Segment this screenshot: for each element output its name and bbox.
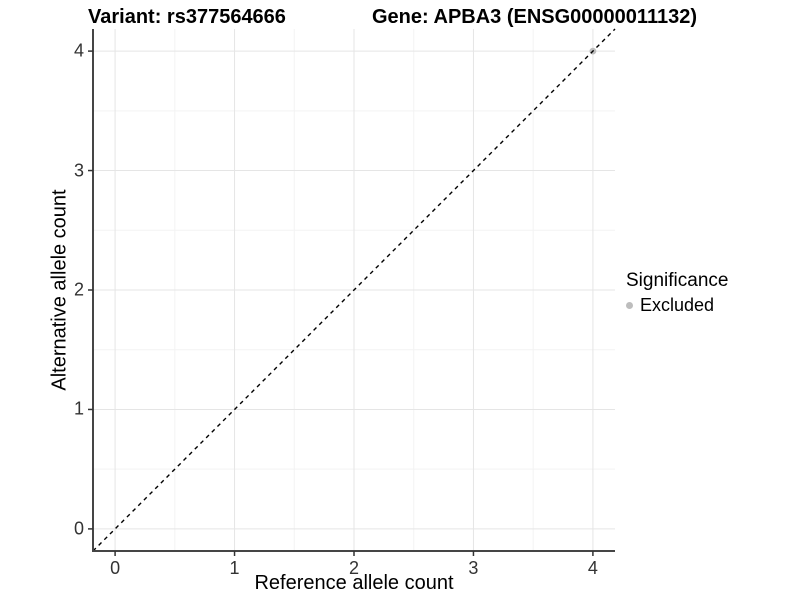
legend: Significance Excluded [626,270,728,316]
legend-title: Significance [626,270,729,291]
legend-item-label: Excluded [640,295,715,315]
x-tick-label: 0 [110,558,121,578]
identity-line [92,28,616,552]
x-tick-label: 4 [587,558,598,578]
variant-title: Variant: rs377564666 [88,6,286,28]
y-tick-label: 3 [73,160,84,181]
x-tick-label: 1 [229,558,240,578]
y-axis-title: Alternative allele count [48,189,71,391]
y-tick-label: 4 [73,40,84,61]
x-tick-label: 3 [468,558,479,578]
x-axis-title: Reference allele count [254,572,454,594]
legend-item-excluded: Excluded [626,295,728,316]
x-tick-label: 2 [348,558,360,578]
y-tick-label: 1 [73,398,84,419]
excluded-point-icon [626,302,633,309]
y-tick-label: 2 [73,279,84,300]
y-tick-label: 0 [73,518,84,539]
gene-title: Gene: APBA3 (ENSG00000011132) [372,6,697,28]
